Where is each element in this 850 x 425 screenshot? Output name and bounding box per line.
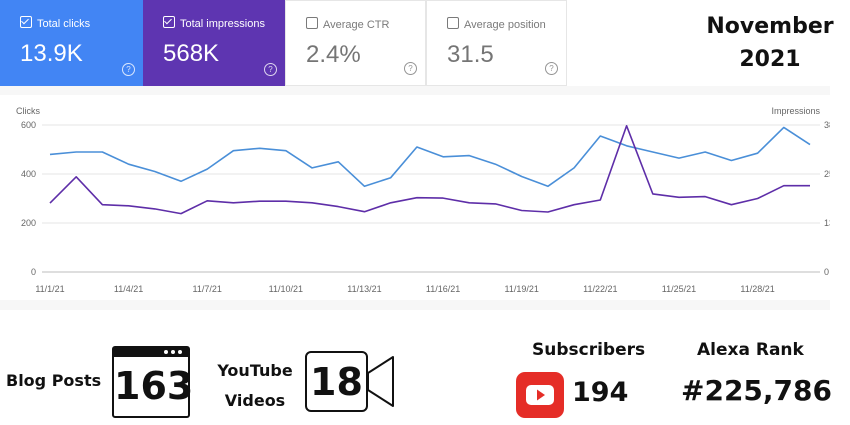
metric-label: Total clicks — [37, 18, 91, 30]
blog-posts-label: Blog Posts — [6, 371, 102, 390]
x-tick-label: 11/1/21 — [35, 284, 64, 294]
metric-card-total-clicks[interactable]: Total clicks 13.9K ? — [0, 0, 143, 86]
x-tick-label: 11/16/21 — [426, 284, 460, 294]
checkbox-icon[interactable] — [20, 16, 32, 28]
alexa-rank-value: #225,786 — [681, 374, 832, 407]
help-icon[interactable]: ? — [122, 63, 135, 76]
metric-label: Average CTR — [323, 19, 390, 31]
y-tick-right-label: 0 — [824, 267, 829, 277]
youtube-videos-label: YouTube Videos — [212, 356, 298, 416]
metric-card-average-ctr[interactable]: Average CTR 2.4% ? — [285, 0, 426, 86]
checkbox-icon[interactable] — [306, 17, 318, 29]
x-tick-label: 11/22/21 — [583, 284, 617, 294]
y-tick-left-label: 200 — [21, 218, 36, 228]
y-tick-right-label: 25K — [824, 169, 830, 179]
metric-value: 568K — [163, 40, 220, 67]
videos-label-line: Videos — [224, 391, 286, 410]
help-icon[interactable]: ? — [404, 62, 417, 75]
youtube-video-count: 18 — [310, 360, 363, 404]
metric-card-average-position[interactable]: Average position 31.5 ? — [426, 0, 567, 86]
help-icon[interactable]: ? — [264, 63, 277, 76]
y-tick-right-label: 13K — [824, 218, 830, 228]
x-tick-label: 11/10/21 — [269, 284, 303, 294]
subscriber-count: 194 — [572, 377, 629, 408]
y-tick-left-label: 600 — [21, 120, 36, 130]
youtube-logo-icon — [516, 372, 564, 418]
subscribers-label: Subscribers — [532, 340, 646, 360]
browser-window-icon: 163 — [112, 346, 194, 418]
metric-label: Total impressions — [180, 18, 265, 30]
checkbox-icon[interactable] — [163, 16, 175, 28]
y-axis-left-label: Clicks — [16, 106, 40, 116]
x-tick-label: 11/4/21 — [114, 284, 143, 294]
youtube-label-line: YouTube — [217, 361, 293, 380]
checkbox-icon[interactable] — [447, 17, 459, 29]
metric-value: 31.5 — [447, 41, 494, 68]
month-name: November — [706, 14, 834, 39]
search-console-panel: Total clicks 13.9K ? Total impressions 5… — [0, 0, 830, 310]
metric-label: Average position — [464, 19, 546, 31]
month-year: 2021 — [739, 47, 801, 72]
month-title: November 2021 — [700, 10, 840, 76]
x-tick-label: 11/7/21 — [193, 284, 222, 294]
y-axis-right-label: Impressions — [771, 106, 820, 116]
browser-titlebar — [114, 348, 188, 357]
camera-lens-icon — [367, 356, 394, 407]
metric-card-total-impressions[interactable]: Total impressions 568K ? — [143, 0, 285, 86]
blog-posts-count: 163 — [114, 364, 194, 408]
series-line-impressions — [49, 125, 810, 215]
x-tick-label: 11/19/21 — [505, 284, 539, 294]
x-tick-label: 11/25/21 — [662, 284, 696, 294]
performance-chart: 0 0 200 13K 400 25K 600 38K 11/1/21 11/4/21 11/7/… — [0, 95, 830, 300]
help-icon[interactable]: ? — [545, 62, 558, 75]
x-tick-label: 11/13/21 — [347, 284, 381, 294]
y-tick-left-label: 400 — [21, 169, 36, 179]
metric-value: 13.9K — [20, 40, 83, 67]
metric-value: 2.4% — [306, 41, 361, 68]
y-tick-right-label: 38K — [824, 120, 830, 130]
alexa-rank-label: Alexa Rank — [697, 340, 804, 360]
x-tick-label: 11/28/21 — [740, 284, 774, 294]
series-line-clicks — [49, 126, 811, 188]
y-tick-left-label: 0 — [31, 267, 36, 277]
